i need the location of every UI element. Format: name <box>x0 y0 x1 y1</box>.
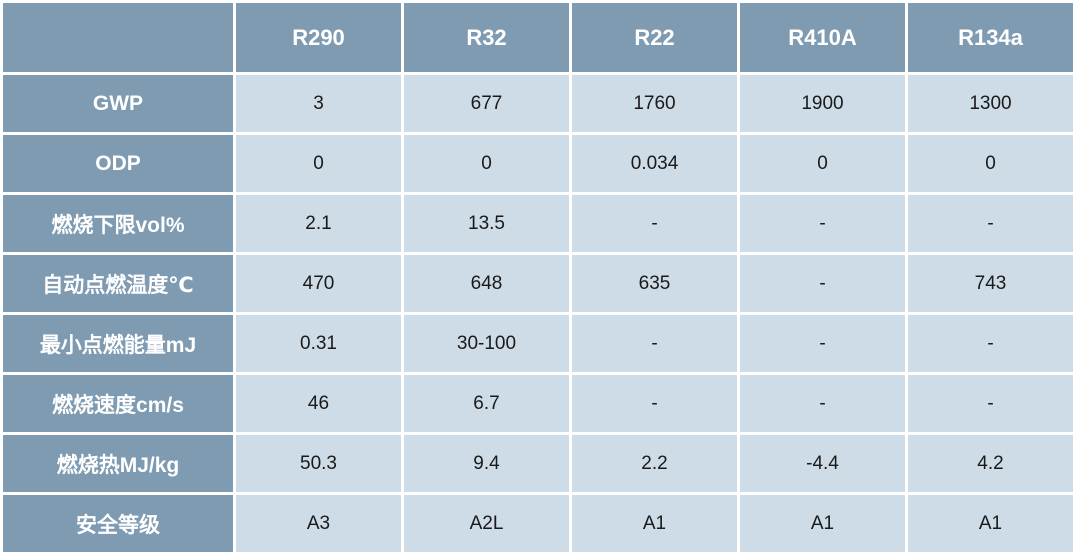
table-cell: - <box>908 315 1073 372</box>
table-cell: -4.4 <box>740 435 905 492</box>
table-cell: - <box>908 195 1073 252</box>
column-header: R134a <box>908 3 1073 72</box>
table-cell: 3 <box>236 75 401 132</box>
table-row: ODP 0 0 0.034 0 0 <box>3 135 1073 192</box>
row-label: 燃烧下限vol% <box>3 195 233 252</box>
table-cell: 1760 <box>572 75 737 132</box>
table-row: GWP 3 677 1760 1900 1300 <box>3 75 1073 132</box>
header-row: R290 R32 R22 R410A R134a <box>3 3 1073 72</box>
table-cell: 9.4 <box>404 435 569 492</box>
row-label: 安全等级 <box>3 495 233 552</box>
table-cell: 0.034 <box>572 135 737 192</box>
column-header: R410A <box>740 3 905 72</box>
table-cell: - <box>572 315 737 372</box>
row-label: 燃烧速度cm/s <box>3 375 233 432</box>
row-label: 燃烧热MJ/kg <box>3 435 233 492</box>
table-cell: A1 <box>572 495 737 552</box>
corner-cell <box>3 3 233 72</box>
table-cell: 2.1 <box>236 195 401 252</box>
row-label: 最小点燃能量mJ <box>3 315 233 372</box>
column-header: R22 <box>572 3 737 72</box>
table-cell: 0 <box>740 135 905 192</box>
table-cell: A2L <box>404 495 569 552</box>
table-cell: - <box>572 375 737 432</box>
column-header: R290 <box>236 3 401 72</box>
table-cell: 0 <box>236 135 401 192</box>
table-cell: - <box>740 195 905 252</box>
table-cell: - <box>740 375 905 432</box>
table-cell: - <box>740 315 905 372</box>
table-cell: 677 <box>404 75 569 132</box>
table-cell: A3 <box>236 495 401 552</box>
table-cell: 1300 <box>908 75 1073 132</box>
row-label: 自动点燃温度℃ <box>3 255 233 312</box>
table-cell: 4.2 <box>908 435 1073 492</box>
table-row: 自动点燃温度℃ 470 648 635-743 <box>3 255 1073 312</box>
table-cell: 13.5 <box>404 195 569 252</box>
table-cell: 6.7 <box>404 375 569 432</box>
row-label: ODP <box>3 135 233 192</box>
table-cell: 0 <box>908 135 1073 192</box>
table-row: 燃烧热MJ/kg 50.3 9.4 2.2 -4.4 4.2 <box>3 435 1073 492</box>
table-cell: - <box>572 195 737 252</box>
table-cell: 0 <box>404 135 569 192</box>
table-cell: 1900 <box>740 75 905 132</box>
table-body: GWP 3 677 1760 1900 1300 ODP 0 0 0.034 0 0 燃烧下限vol% 2… <box>3 75 1073 552</box>
table-cell: 635 <box>572 255 737 312</box>
table-cell: - <box>908 375 1073 432</box>
table-cell: 648 <box>404 255 569 312</box>
row-label: GWP <box>3 75 233 132</box>
table-cell: 470 <box>236 255 401 312</box>
table-cell: 50.3 <box>236 435 401 492</box>
table-cell: 0.31 <box>236 315 401 372</box>
table-cell: 2.2 <box>572 435 737 492</box>
table-cell: 46 <box>236 375 401 432</box>
table-cell: A1 <box>908 495 1073 552</box>
table-cell: - <box>740 255 905 312</box>
table-cell: 743 <box>908 255 1073 312</box>
column-header: R32 <box>404 3 569 72</box>
table-cell: A1 <box>740 495 905 552</box>
table-cell: 30-100 <box>404 315 569 372</box>
table-row: 燃烧下限vol% 2.1 13.5- - - <box>3 195 1073 252</box>
table-row: 最小点燃能量mJ 0.31 30-100- - - <box>3 315 1073 372</box>
table-row: 燃烧速度cm/s 46 6.7- - - <box>3 375 1073 432</box>
table-row: 安全等级 A3 A2L A1 A1 A1 <box>3 495 1073 552</box>
